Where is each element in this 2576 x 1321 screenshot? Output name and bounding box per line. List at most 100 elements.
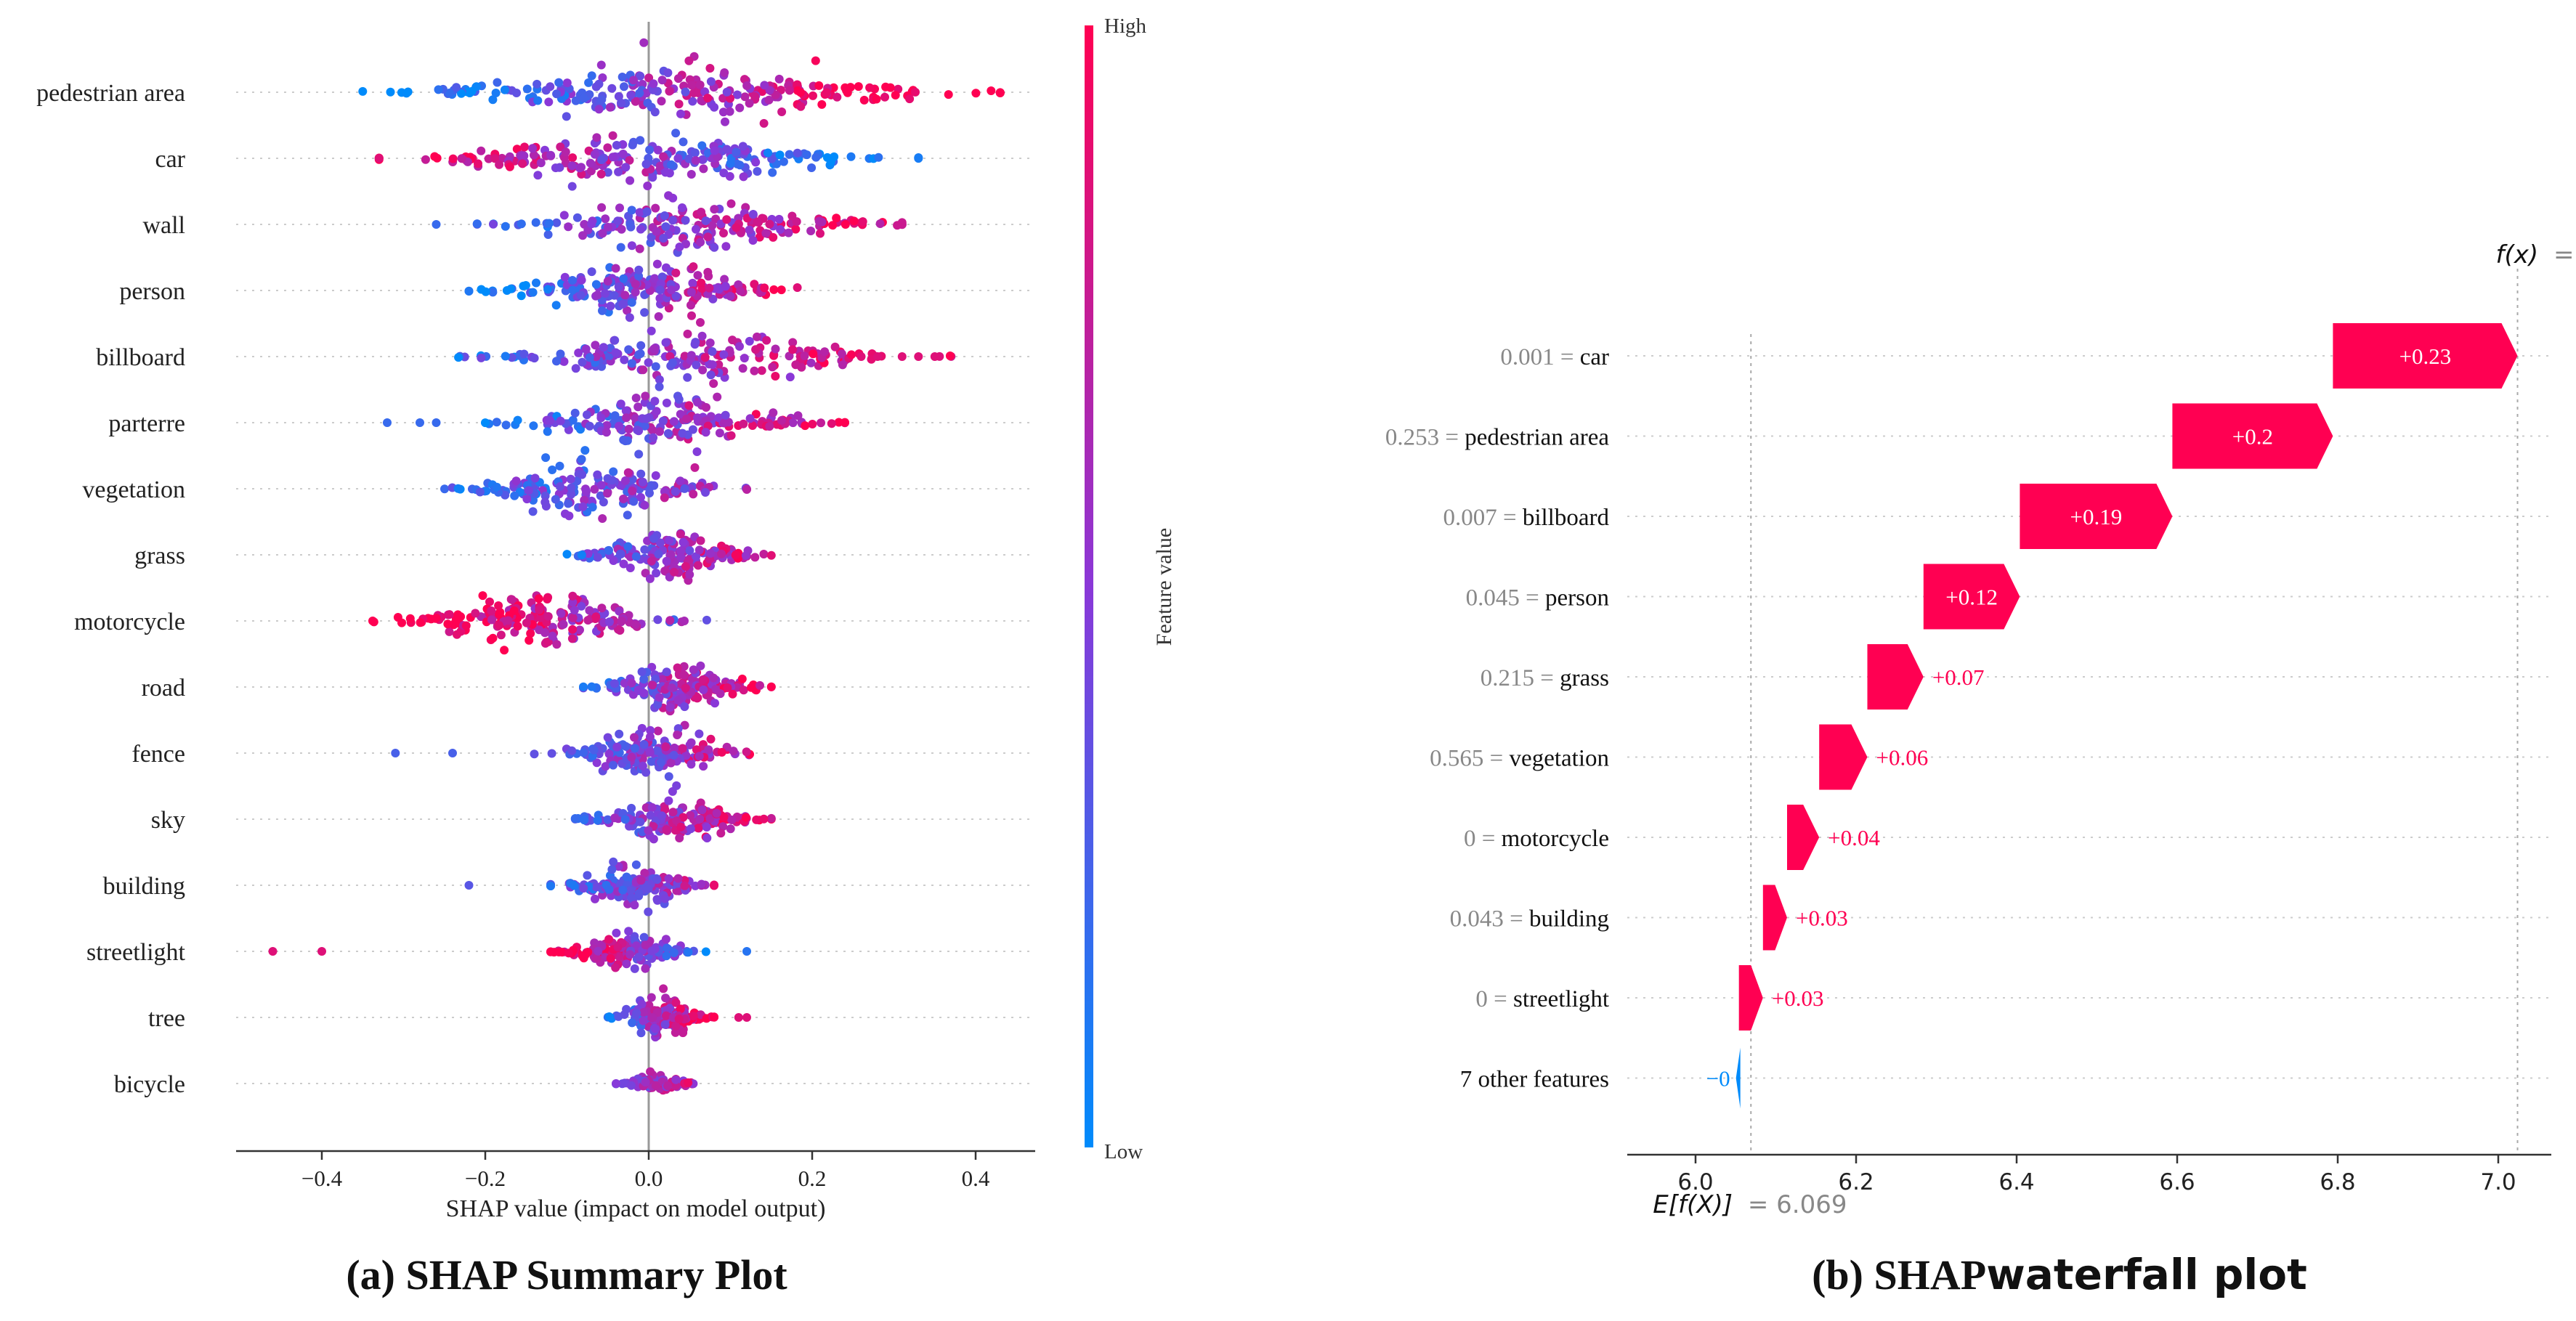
shap-point [656,758,665,767]
shap-point [605,102,615,112]
shap-point [765,219,774,229]
base-value-label: E[f(X)] = 6.069 [1653,1190,1847,1219]
shap-point [649,344,659,354]
shap-point [710,685,720,694]
shap-point [591,82,601,92]
shap-point [732,90,742,99]
shap-point [748,421,757,430]
shap-point [766,550,776,560]
shap-point [636,876,646,885]
shap-point [893,221,902,230]
shap-point [533,96,543,105]
shap-point [696,661,705,670]
shap-point [672,781,681,790]
shap-point [659,152,668,161]
shap-point [661,993,671,1003]
shap-point [540,628,550,638]
shap-point [705,283,714,293]
shap-point [742,1013,751,1022]
shap-point [690,463,700,472]
shap-point [556,416,565,426]
shap-point [760,81,769,90]
shap-point [785,373,795,382]
shap-point [676,476,685,486]
shap-point [729,747,738,756]
shap-point [675,834,684,842]
shap-point [706,734,716,744]
shap-point [457,154,466,163]
x-tick-label: −0.4 [301,1166,343,1191]
x-tick-label: 0.0 [635,1166,663,1191]
shap-point [710,146,719,155]
shap-point [639,365,648,375]
shap-point [696,318,705,327]
shap-point [640,308,649,317]
bar-value-label: −0 [1706,1066,1730,1092]
shap-point [569,880,578,890]
shap-point [530,354,539,363]
shap-point [587,219,596,229]
shap-point [634,272,644,281]
shap-point [588,503,597,512]
shap-point [721,282,730,291]
shap-point [620,82,628,92]
shap-point [510,491,519,500]
shap-point [581,344,591,354]
shap-point [591,882,601,892]
shap-point [712,808,721,818]
shap-point [643,536,652,545]
feature-label: 0.565 = vegetation [1430,746,1609,772]
shap-point [944,90,953,99]
shap-point [822,88,831,97]
shap-point [678,203,686,212]
shap-point [374,154,384,163]
shap-point [621,476,630,485]
shap-point [416,418,424,427]
shap-point [661,935,671,944]
shap-point [556,142,565,152]
shap-point [593,290,602,300]
shap-point [641,964,650,973]
feature-label: road [142,675,185,702]
shap-point [846,152,856,161]
shap-point [487,615,496,625]
shap-point [662,667,671,677]
shap-point [660,487,669,496]
feature-label: 0.007 = billboard [1443,505,1609,531]
shap-point [728,336,737,345]
shap-point [592,758,602,768]
shap-point [634,265,644,275]
shap-point [615,626,625,635]
shap-point [623,542,633,551]
shap-point [726,291,735,301]
shap-point [830,342,840,351]
shap-point [567,182,577,191]
x-tick-label: 6.0 [1677,1169,1713,1195]
shap-point [652,746,662,755]
shap-point [629,76,638,85]
shap-point [628,140,637,150]
shap-point [688,425,697,434]
shap-point [621,406,631,415]
shap-point [627,359,636,368]
shap-point [603,168,612,177]
shap-point [610,336,620,345]
shap-point [646,1067,655,1076]
shap-point [567,746,577,755]
shap-point [639,740,649,749]
shap-point [622,959,631,969]
shap-point [692,552,701,561]
shap-point [646,732,655,741]
shap-point [745,99,754,108]
shap-point [648,680,657,690]
shap-point [454,353,463,362]
feature-label: parterre [108,410,185,437]
shap-point [873,352,882,361]
shap-point [655,427,664,436]
shap-point [654,312,663,321]
shap-point [734,1013,743,1022]
shap-point [534,594,543,603]
shap-point [671,1075,681,1084]
shap-point [660,211,669,220]
shap-point [676,546,686,556]
